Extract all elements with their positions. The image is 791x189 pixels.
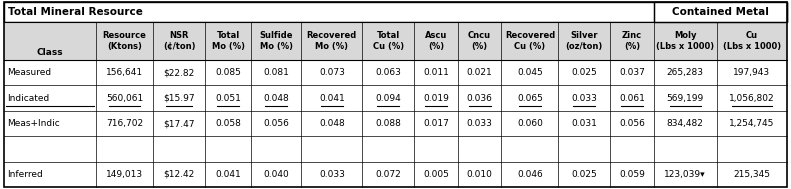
Text: 0.056: 0.056 [619,119,645,128]
Text: Recovered
Cu (%): Recovered Cu (%) [505,31,555,51]
Text: Silver
(oz/ton): Silver (oz/ton) [566,31,603,51]
Text: 1,254,745: 1,254,745 [729,119,774,128]
Text: 0.065: 0.065 [517,94,543,103]
Text: 0.040: 0.040 [263,170,289,179]
Text: 560,061: 560,061 [106,94,143,103]
Text: 0.033: 0.033 [571,94,597,103]
Text: 0.037: 0.037 [619,68,645,77]
Text: 0.073: 0.073 [319,68,345,77]
Text: 1,056,802: 1,056,802 [729,94,774,103]
Text: 0.051: 0.051 [215,94,241,103]
Text: 0.005: 0.005 [423,170,449,179]
Text: 123,039▾: 123,039▾ [664,170,706,179]
Text: 834,482: 834,482 [667,119,704,128]
Text: 0.025: 0.025 [571,68,597,77]
Text: 569,199: 569,199 [667,94,704,103]
Text: Cncu
(%): Cncu (%) [468,31,491,51]
Text: 0.058: 0.058 [215,119,241,128]
Text: Total
Cu (%): Total Cu (%) [373,31,404,51]
Text: 0.048: 0.048 [319,119,345,128]
Text: Contained Metal: Contained Metal [672,7,769,17]
Text: 0.072: 0.072 [376,170,401,179]
Text: $12.42: $12.42 [164,170,195,179]
Text: Total
Mo (%): Total Mo (%) [211,31,244,51]
Text: 0.048: 0.048 [263,94,289,103]
Text: 215,345: 215,345 [733,170,770,179]
Text: 0.033: 0.033 [319,170,345,179]
Text: Indicated: Indicated [7,94,49,103]
Text: NSR
(¢/ton): NSR (¢/ton) [163,31,195,51]
Text: Cu
(Lbs x 1000): Cu (Lbs x 1000) [723,31,781,51]
Text: Moly
(Lbs x 1000): Moly (Lbs x 1000) [657,31,714,51]
Text: 0.031: 0.031 [571,119,597,128]
Text: Total Mineral Resource: Total Mineral Resource [8,7,143,17]
Text: Recovered
Mo (%): Recovered Mo (%) [307,31,357,51]
Text: Ascu
(%): Ascu (%) [425,31,447,51]
Text: Inferred: Inferred [7,170,43,179]
Text: 0.059: 0.059 [619,170,645,179]
Text: 0.056: 0.056 [263,119,289,128]
Text: 0.036: 0.036 [467,94,493,103]
Text: $22.82: $22.82 [164,68,195,77]
Text: 0.081: 0.081 [263,68,289,77]
Text: 0.017: 0.017 [423,119,449,128]
Bar [4,22,787,60]
Text: $15.97: $15.97 [163,94,195,103]
Bar [654,2,787,22]
Text: 716,702: 716,702 [106,119,143,128]
Text: Zinc
(%): Zinc (%) [622,31,642,51]
Text: 0.033: 0.033 [467,119,493,128]
Text: 0.085: 0.085 [215,68,241,77]
Text: 0.019: 0.019 [423,94,449,103]
Text: 0.041: 0.041 [319,94,345,103]
Text: 265,283: 265,283 [667,68,704,77]
Text: 0.063: 0.063 [376,68,401,77]
Text: 0.046: 0.046 [517,170,543,179]
Text: Measured: Measured [7,68,51,77]
Text: 197,943: 197,943 [733,68,770,77]
Text: 0.011: 0.011 [423,68,449,77]
Text: 156,641: 156,641 [106,68,143,77]
Text: 0.088: 0.088 [376,119,401,128]
Text: 0.025: 0.025 [571,170,597,179]
Text: $17.47: $17.47 [163,119,195,128]
Text: 0.094: 0.094 [376,94,401,103]
Text: 0.041: 0.041 [215,170,241,179]
Text: 149,013: 149,013 [106,170,143,179]
Bar [4,2,787,22]
Text: Meas+Indic: Meas+Indic [7,119,60,128]
Text: 0.045: 0.045 [517,68,543,77]
Text: 0.061: 0.061 [619,94,645,103]
Text: 0.010: 0.010 [467,170,493,179]
Text: Resource
(Ktons): Resource (Ktons) [103,31,146,51]
Text: Sulfide
Mo (%): Sulfide Mo (%) [259,31,293,51]
Text: Class: Class [36,48,63,57]
Text: 0.060: 0.060 [517,119,543,128]
Text: 0.021: 0.021 [467,68,493,77]
